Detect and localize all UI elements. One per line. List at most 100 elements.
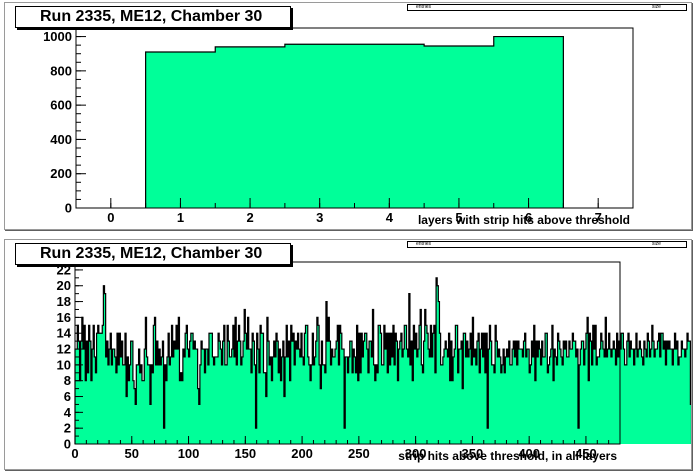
histogram-bar (190, 333, 192, 444)
histogram-bar (285, 356, 287, 444)
histogram-bar (583, 364, 585, 444)
histogram-bar (112, 349, 114, 444)
histogram-bar (440, 364, 442, 444)
top-histogram-pad: 0 1 2 3 4 5 6 7 0 200 400 600 800 1000 layers with str… (4, 2, 692, 230)
histogram-bar (524, 333, 526, 444)
histogram-bar (684, 356, 686, 444)
x-axis-label: layers with strip hits above threshold (418, 213, 630, 227)
histogram-bar (341, 349, 343, 444)
histogram-bar (464, 333, 466, 444)
histogram-bar (546, 333, 548, 444)
histogram-bar (89, 341, 91, 444)
histogram-bar (392, 325, 395, 444)
histogram-bar (323, 364, 325, 444)
histogram-bar (354, 356, 356, 444)
histogram-bar (198, 404, 200, 444)
histogram-bar (317, 325, 320, 444)
histogram-bar (520, 349, 522, 444)
histogram-bar (624, 364, 626, 444)
histogram-bar (231, 349, 233, 444)
histogram-bar (337, 325, 339, 444)
histogram-bar (97, 325, 99, 444)
histogram-bar (596, 364, 598, 444)
histogram-bar (640, 349, 642, 444)
histogram-bar (491, 364, 493, 444)
top-stats-box: entries size (407, 4, 687, 11)
histogram-bar (405, 325, 407, 444)
histogram-bar (177, 349, 179, 444)
histogram-bar (540, 364, 542, 444)
y-tick-label: 600 (50, 98, 72, 113)
histogram-bar (444, 349, 446, 444)
histogram-bar (226, 364, 228, 444)
histogram-bar (421, 364, 423, 444)
histogram-bar (454, 349, 456, 444)
histogram-bar (113, 349, 115, 444)
histogram-bar (572, 333, 574, 444)
y-tick-label: 400 (50, 132, 72, 147)
histogram-bar (538, 341, 540, 444)
histogram-bar (649, 356, 651, 444)
histogram-bar (157, 364, 160, 444)
histogram-bar (383, 325, 385, 444)
histogram-bar (455, 325, 457, 444)
histogram-bar (286, 325, 288, 444)
histogram-bar (685, 349, 687, 444)
histogram-bar (339, 325, 341, 444)
histogram-bar (609, 349, 611, 444)
histogram-bar (430, 325, 432, 444)
histogram-bar (201, 341, 203, 444)
histogram-bar (580, 349, 582, 444)
top-stats-right: size (652, 4, 661, 10)
histogram-bar (676, 341, 678, 444)
histogram-bar (160, 364, 162, 444)
histogram-bar (117, 333, 119, 444)
histogram-bar (99, 333, 102, 444)
histogram-bar (363, 341, 365, 444)
histogram-bar (577, 428, 580, 444)
histogram-bar (474, 349, 476, 444)
histogram-bar (591, 364, 593, 444)
x-tick-label: 5 (455, 210, 462, 225)
histogram-bar (413, 325, 415, 444)
histogram-bar (599, 349, 601, 444)
y-tick-label: 200 (50, 166, 72, 181)
histogram-bar (168, 333, 170, 444)
histogram-bar (206, 349, 208, 444)
x-tick-label: 50 (125, 446, 139, 461)
histogram-bar (224, 364, 227, 444)
histogram-bar (664, 341, 666, 444)
histogram-bar (255, 428, 257, 444)
histogram-bar (625, 364, 627, 444)
histogram-bar (293, 333, 295, 444)
histogram-bar (314, 356, 316, 444)
histogram-bar (304, 333, 306, 444)
histogram-bar (448, 333, 450, 444)
histogram-bar (598, 356, 600, 444)
histogram-bar (629, 356, 631, 444)
histogram-bar (559, 349, 561, 444)
histogram-bar (377, 372, 379, 444)
histogram-bar (404, 325, 406, 444)
histogram-bar (233, 356, 236, 444)
histogram-bar (283, 396, 286, 444)
histogram-bar (414, 349, 416, 444)
histogram-bar (409, 364, 412, 444)
histogram-bar (380, 333, 382, 444)
histogram-bar (191, 333, 194, 444)
histogram-bar (482, 356, 484, 444)
histogram-bar (650, 349, 652, 444)
histogram-bar (140, 364, 142, 444)
histogram-bar (381, 364, 383, 444)
histogram-bar (489, 325, 491, 444)
histogram-bar (688, 341, 690, 444)
x-tick-label: 4 (386, 210, 394, 225)
histogram-bar (316, 317, 318, 444)
histogram-bar (128, 380, 130, 444)
histogram-bar (604, 356, 606, 444)
histogram-bar (186, 325, 188, 444)
histogram-bar (348, 356, 350, 444)
y-tick-label: 8 (64, 373, 71, 388)
histogram-bar (437, 285, 439, 444)
histogram-bar (471, 364, 473, 444)
